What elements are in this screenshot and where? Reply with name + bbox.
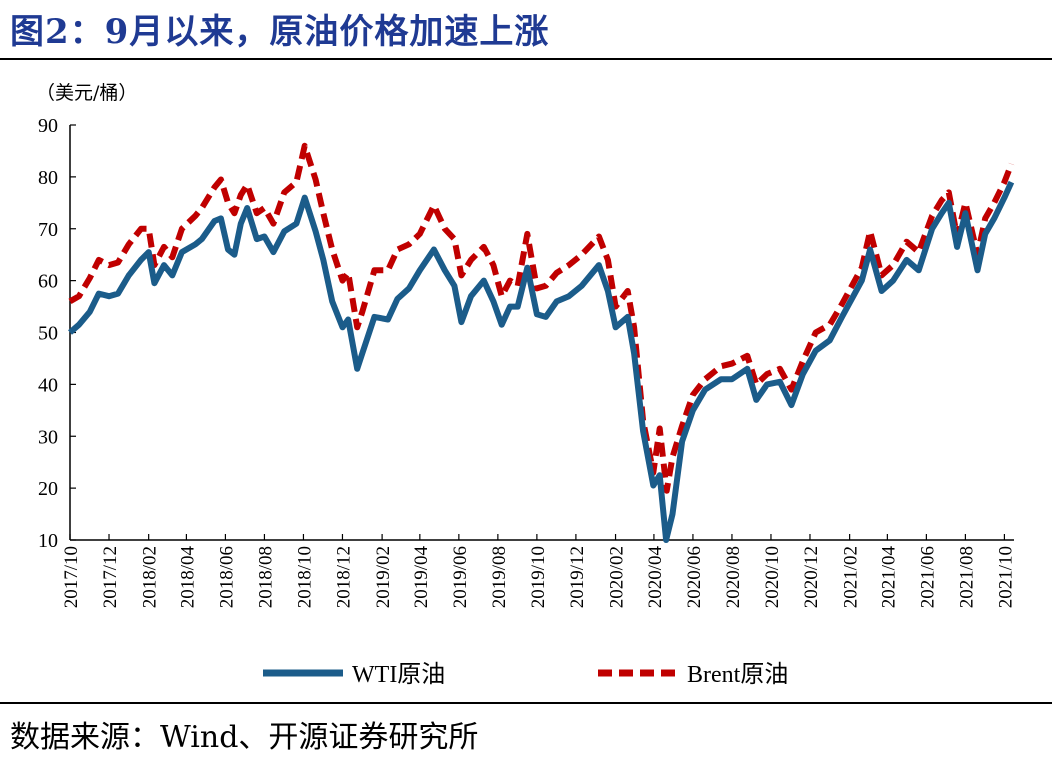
x-tick-label: 2019/08	[489, 546, 510, 608]
x-tick-label: 2019/02	[373, 546, 394, 608]
y-tick-label: 50	[38, 323, 58, 345]
x-tick-label: 2018/02	[140, 546, 161, 608]
x-tick-label: 2020/06	[684, 546, 705, 608]
y-tick-label: 70	[38, 219, 58, 241]
x-tick-label: 2020/12	[801, 546, 822, 608]
x-tick-label: 2021/10	[995, 546, 1016, 608]
x-tick-label: 2018/08	[255, 546, 276, 608]
x-tick-label: 2017/10	[61, 546, 82, 608]
x-tick-label: 2019/10	[528, 546, 549, 608]
x-tick-label: 2019/06	[450, 546, 471, 608]
series-lines	[68, 142, 1015, 543]
x-tick-label: 2020/02	[607, 546, 628, 608]
legend-label-wti: WTI原油	[352, 661, 445, 688]
wti-series-line	[68, 180, 1015, 543]
x-tick-label: 2018/12	[333, 546, 354, 608]
x-tick-label: 2021/08	[956, 546, 977, 608]
legend: WTI原油 Brent原油	[263, 661, 788, 688]
x-tick-label: 2018/06	[216, 546, 237, 608]
data-source: 数据来源：Wind、开源证券研究所	[10, 720, 479, 755]
x-tick-label: 2020/10	[762, 546, 783, 608]
x-tick-label: 2019/04	[411, 546, 432, 609]
y-tick-label: 60	[38, 271, 58, 293]
y-tick-label: 30	[38, 426, 58, 448]
x-tick-label: 2021/04	[878, 546, 899, 609]
x-tick-label: 2020/04	[645, 546, 666, 609]
legend-label-brent: Brent原油	[687, 661, 788, 688]
y-tick-label: 10	[38, 530, 58, 552]
y-tick-label: 40	[38, 374, 58, 396]
source-divider	[0, 702, 1052, 704]
y-tick-label: 90	[38, 115, 58, 137]
x-tick-label: 2021/06	[917, 546, 938, 608]
brent-series-line	[68, 142, 1015, 494]
x-tick-label: 2017/12	[100, 546, 121, 608]
title-divider	[0, 58, 1052, 60]
axes: 10 20 30 40 50 60 70 80 90 2017/10 2017/12 2018/02 2…	[38, 115, 1016, 608]
x-tick-label: 2020/08	[723, 546, 744, 608]
chart-title: 图2：9月以来，原油价格加速上涨	[10, 12, 550, 52]
y-tick-label: 80	[38, 167, 58, 189]
x-tick-label: 2021/02	[841, 546, 862, 608]
x-tick-label: 2018/10	[294, 546, 315, 608]
y-tick-label: 20	[38, 478, 58, 500]
line-chart: （美元/桶） 10 20 30 40 50 60 70 80 90 2017/10 2017/12 2…	[36, 82, 1016, 688]
x-tick-label: 2018/04	[177, 546, 198, 609]
x-tick-label: 2019/12	[567, 546, 588, 608]
y-axis-unit-label: （美元/桶）	[36, 82, 137, 104]
